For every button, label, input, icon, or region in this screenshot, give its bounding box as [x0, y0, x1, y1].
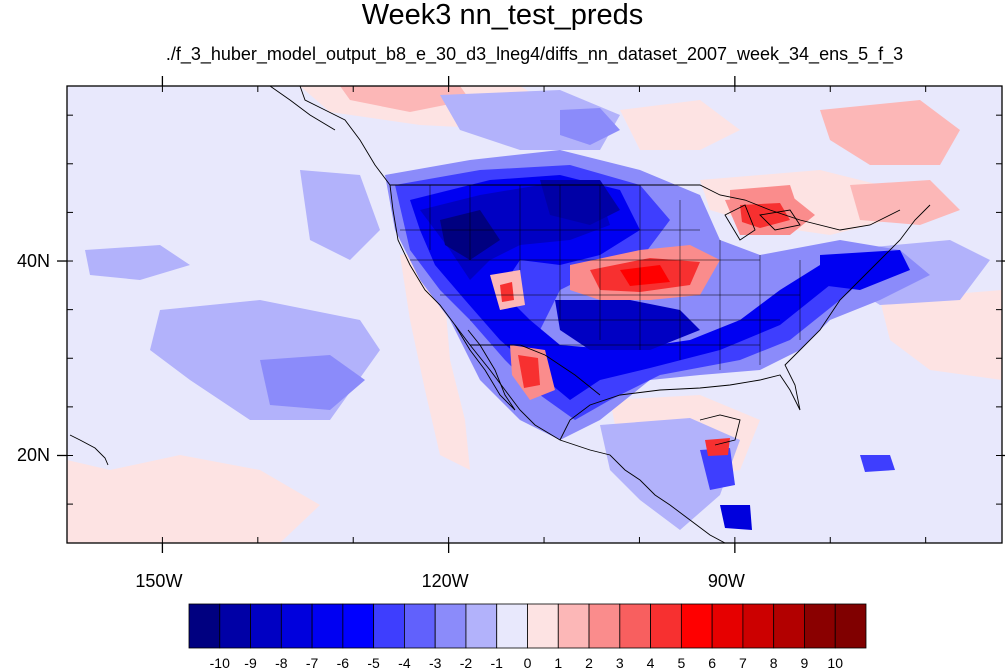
gulf-coast-outline	[559, 204, 931, 441]
colorbar-label: 0	[523, 655, 532, 671]
lon-tick-label: 120W	[421, 571, 469, 591]
lon-tick-label: 90W	[707, 571, 745, 591]
colorbar-box	[650, 603, 682, 649]
colorbar	[188, 603, 867, 649]
lon-tick-label: 150W	[135, 571, 183, 591]
north-america-coastline	[299, 86, 726, 543]
colorbar-label: 8	[769, 655, 778, 671]
map-subtitle: ./f_3_huber_model_output_b8_e_30_d3_lneg…	[165, 44, 904, 64]
colorbar-box	[742, 603, 775, 649]
colorbar-label: 4	[646, 655, 655, 671]
colorbar-box	[280, 603, 313, 649]
colorbar-label: -8	[275, 655, 288, 671]
map-title: Week3 nn_test_preds	[361, 0, 644, 31]
colorbar-label: 3	[615, 655, 624, 671]
lat-tick-label: 20N	[17, 445, 51, 466]
colorbar-box	[711, 603, 744, 649]
great-lakes-outline	[724, 204, 801, 241]
anomaly-field	[67, 86, 1002, 543]
colorbar-label: 7	[739, 655, 747, 671]
colorbar-box	[527, 603, 559, 649]
baja-california-outline	[454, 324, 516, 411]
colorbar-box	[834, 603, 867, 649]
colorbar-box	[619, 603, 651, 649]
us-canada-border	[390, 184, 901, 231]
colorbar-box	[773, 603, 805, 649]
colorbar-label: -9	[244, 655, 257, 671]
colorbar-box	[496, 603, 528, 649]
plot-frame	[66, 85, 1003, 544]
colorbar-label: 2	[585, 655, 593, 671]
colorbar-label: 1	[554, 655, 563, 671]
colorbar-box	[804, 603, 836, 649]
colorbar-label: -7	[305, 655, 319, 671]
colorbar-box	[373, 603, 405, 649]
lat-tick-label: 40N	[17, 251, 51, 272]
colorbar-label: 9	[800, 655, 809, 671]
colorbar-box	[219, 603, 251, 649]
colorbar-label: -6	[336, 655, 350, 671]
colorbar-box	[188, 603, 221, 649]
hawaii-outline	[69, 434, 109, 466]
colorbar-box	[434, 603, 467, 649]
colorbar-label: -2	[459, 655, 473, 671]
colorbar-label: -3	[428, 655, 442, 671]
axis-ticks	[57, 76, 1005, 553]
colorbar-box	[250, 603, 282, 649]
colorbar-label: -1	[490, 655, 503, 671]
colorbar-box	[404, 603, 436, 649]
alaska-coast-outline	[269, 86, 336, 131]
colorbar-label: 10	[827, 655, 843, 671]
colorbar-box	[557, 603, 590, 649]
colorbar-box	[465, 603, 498, 649]
continental-anomalies	[385, 150, 930, 440]
colorbar-box	[680, 603, 713, 649]
colorbar-box	[342, 603, 375, 649]
colorbar-box	[588, 603, 621, 649]
ocean-anomalies	[67, 86, 1002, 543]
state-borders	[400, 185, 801, 370]
colorbar-box	[311, 603, 344, 649]
colorbar-label: -5	[367, 655, 380, 671]
colorbar-label: -10	[209, 655, 230, 671]
colorbar-label: 6	[708, 655, 717, 671]
colorbar-label: 5	[677, 655, 686, 671]
yucatan-outline	[699, 414, 741, 446]
colorbar-label: -4	[398, 655, 411, 671]
coastlines	[69, 86, 931, 543]
